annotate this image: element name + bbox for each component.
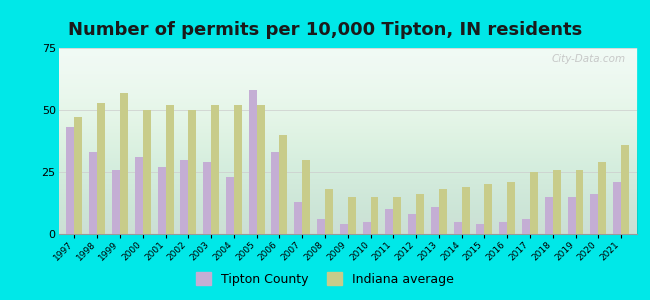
Text: City-Data.com: City-Data.com [551, 54, 625, 64]
Bar [476, 224, 484, 234]
Bar [294, 202, 302, 234]
Bar [408, 214, 416, 234]
Bar [522, 219, 530, 234]
Bar [613, 182, 621, 234]
Bar [157, 167, 166, 234]
Bar [272, 152, 280, 234]
Text: Number of permits per 10,000 Tipton, IN residents: Number of permits per 10,000 Tipton, IN … [68, 21, 582, 39]
Bar [302, 160, 310, 234]
Bar [575, 169, 584, 234]
Bar [370, 197, 378, 234]
Bar [98, 103, 105, 234]
Bar [226, 177, 234, 234]
Bar [135, 157, 143, 234]
Bar [203, 162, 211, 234]
Bar [590, 194, 598, 234]
Legend: Tipton County, Indiana average: Tipton County, Indiana average [191, 267, 459, 291]
Bar [89, 152, 98, 234]
Bar [180, 160, 188, 234]
Bar [112, 169, 120, 234]
Bar [439, 189, 447, 234]
Bar [188, 110, 196, 234]
Bar [249, 90, 257, 234]
Bar [454, 222, 462, 234]
Bar [340, 224, 348, 234]
Bar [75, 117, 83, 234]
Bar [484, 184, 493, 234]
Bar [545, 197, 552, 234]
Bar [280, 135, 287, 234]
Bar [234, 105, 242, 234]
Bar [598, 162, 606, 234]
Bar [385, 209, 393, 234]
Bar [567, 197, 575, 234]
Bar [530, 172, 538, 234]
Bar [317, 219, 325, 234]
Bar [325, 189, 333, 234]
Bar [363, 222, 370, 234]
Bar [416, 194, 424, 234]
Bar [257, 105, 265, 234]
Bar [499, 222, 507, 234]
Bar [431, 207, 439, 234]
Bar [507, 182, 515, 234]
Bar [166, 105, 174, 234]
Bar [120, 93, 128, 234]
Bar [143, 110, 151, 234]
Bar [66, 128, 75, 234]
Bar [211, 105, 219, 234]
Bar [462, 187, 469, 234]
Bar [621, 145, 629, 234]
Bar [348, 197, 356, 234]
Bar [393, 197, 401, 234]
Bar [552, 169, 561, 234]
